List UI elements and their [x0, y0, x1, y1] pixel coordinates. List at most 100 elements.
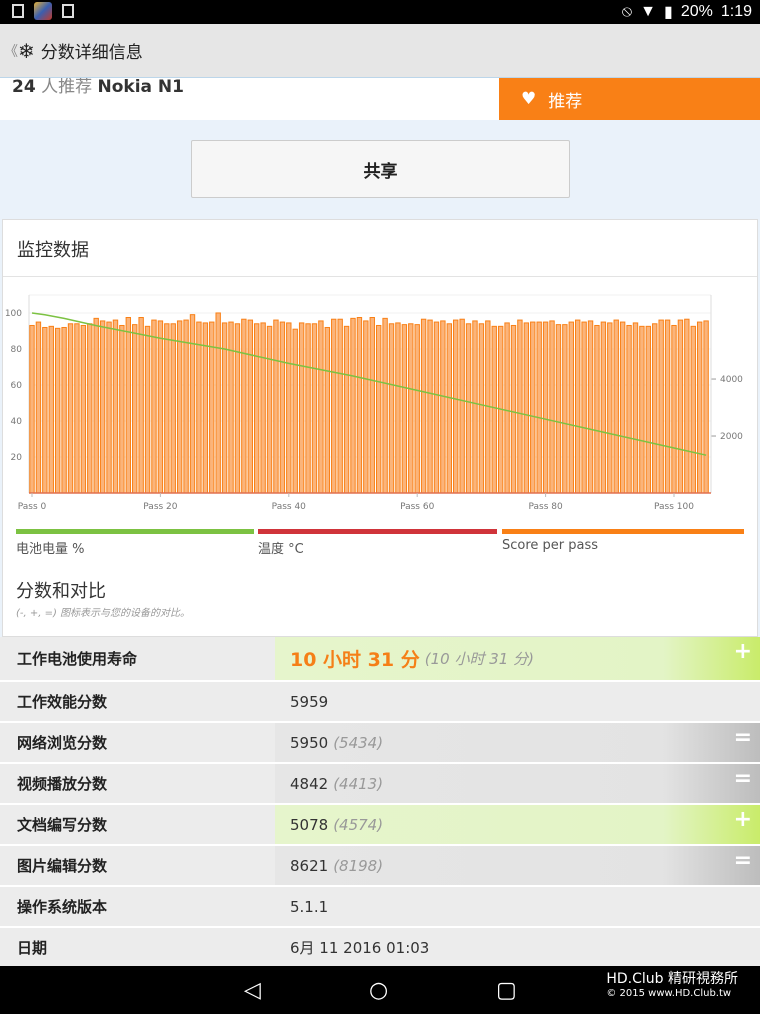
score-bar	[164, 323, 170, 494]
score-bar	[202, 322, 209, 494]
score-bar	[549, 320, 555, 494]
plus-icon: +	[733, 639, 752, 664]
score-bar	[639, 325, 645, 494]
page-title: 分数详细信息	[40, 43, 143, 63]
score-bar	[375, 324, 382, 494]
score-bar	[247, 319, 253, 494]
score-bar	[29, 324, 35, 494]
score-bar	[234, 323, 241, 494]
row-value-cell: 5.1.1	[275, 887, 760, 926]
row-value-cell: 8621 (8198) =	[275, 846, 760, 885]
row-label: 工作电池使用寿命	[17, 650, 138, 668]
row-compare: (5434)	[333, 733, 384, 752]
row-value: 5.1.1	[290, 897, 329, 916]
table-row[interactable]: 文档编写分数 5078 (4574) +	[0, 805, 760, 846]
table-row[interactable]: 操作系统版本 5.1.1	[0, 887, 760, 928]
table-row[interactable]: 工作效能分数 5959	[0, 682, 760, 723]
score-bar	[703, 320, 709, 494]
score-bar	[106, 321, 112, 494]
row-compare: (4413)	[333, 774, 384, 793]
score-bar	[594, 324, 600, 494]
nav-bar: ◁ ○ ▢ HD.Club 精研視務所 © 2015 www.HD.Club.tw	[0, 966, 760, 1014]
share-button[interactable]: 共享	[191, 140, 570, 198]
recommend-text: 人推荐	[41, 77, 93, 97]
score-bar	[401, 324, 408, 494]
row-value-cell: 5950 (5434) =	[275, 723, 760, 762]
score-bar	[581, 321, 587, 494]
snowflake-logo-icon[interactable]: ❄	[18, 38, 35, 63]
score-bar	[626, 324, 632, 494]
score-bar	[363, 320, 369, 494]
back-icon[interactable]: 《	[4, 43, 18, 60]
watermark-line1: HD.Club 精研視務所	[606, 971, 738, 987]
equal-icon: =	[733, 725, 752, 750]
score-bar	[677, 319, 684, 494]
score-bar	[343, 325, 350, 494]
row-label: 操作系统版本	[17, 898, 108, 916]
score-bar	[690, 325, 696, 494]
score-bar	[54, 327, 61, 494]
recommend-row: 24 人推荐 Nokia N1 ♥ 推荐	[0, 77, 760, 120]
score-bar	[112, 319, 119, 494]
score-table: 工作电池使用寿命 10 小时 31 分 (10 小时 31 分) + 工作效能分数 5…	[0, 637, 760, 969]
monitor-chart: 20 40 60 80 100 2000 4000 Pass 0 Pass 20 Pass 40 P…	[5, 294, 743, 512]
score-bar	[440, 320, 446, 494]
score-bar	[414, 324, 420, 494]
row-value: 10 小时 31 分	[290, 649, 420, 671]
recommend-count: 24	[12, 77, 36, 97]
score-bar	[356, 317, 363, 494]
table-row[interactable]: 网络浏览分数 5950 (5434) =	[0, 723, 760, 764]
row-value-cell: 4842 (4413) =	[275, 764, 760, 803]
recommend-button-label: 推荐	[548, 91, 583, 112]
score-bar	[350, 317, 356, 494]
score-bar	[517, 319, 523, 494]
score-bar	[305, 323, 311, 494]
row-label: 视频播放分数	[17, 775, 108, 793]
score-bar	[298, 322, 305, 494]
score-bar	[80, 324, 87, 494]
score-bar	[311, 323, 318, 494]
table-row[interactable]: 工作电池使用寿命 10 小时 31 分 (10 小时 31 分) +	[0, 637, 760, 682]
home-nav-icon[interactable]: ○	[369, 978, 389, 1003]
score-bar	[273, 319, 279, 494]
score-bar	[48, 325, 54, 494]
row-compare: (10 小时 31 分)	[424, 650, 534, 668]
score-bar	[395, 322, 401, 494]
x-tick-label: Pass 60	[400, 502, 435, 512]
app-bar: 《 ❄ 分数详细信息	[0, 24, 760, 78]
row-label: 图片编辑分数	[17, 857, 108, 875]
score-bar	[671, 324, 677, 494]
score-bar	[170, 323, 176, 494]
score-bar	[196, 321, 202, 494]
recents-nav-icon[interactable]: ▢	[496, 978, 517, 1003]
left-tick-label: 80	[11, 345, 23, 355]
table-row[interactable]: 日期 6月 11 2016 01:03	[0, 928, 760, 969]
x-tick-label: Pass 20	[143, 502, 178, 512]
score-bar	[453, 319, 459, 494]
score-bar	[99, 320, 106, 494]
row-value: 4842	[290, 774, 329, 793]
score-bar	[427, 319, 433, 494]
left-tick-label: 60	[11, 381, 23, 391]
recommend-button[interactable]: ♥ 推荐	[499, 78, 760, 120]
table-row[interactable]: 图片编辑分数 8621 (8198) =	[0, 846, 760, 887]
score-bar	[433, 321, 440, 494]
score-bar	[555, 324, 562, 494]
table-row[interactable]: 视频播放分数 4842 (4413) =	[0, 764, 760, 805]
device-name: Nokia N1	[97, 77, 184, 97]
score-bar	[658, 319, 664, 494]
equal-icon: =	[733, 848, 752, 873]
back-nav-icon[interactable]: ◁	[244, 978, 261, 1003]
score-bar	[504, 322, 510, 494]
score-bar	[510, 324, 517, 494]
score-bar	[125, 317, 131, 494]
score-bar	[87, 323, 93, 494]
score-bar	[138, 317, 144, 494]
legend-label: Score per pass	[502, 538, 599, 553]
row-compare: (8198)	[333, 856, 384, 875]
left-tick-label: 20	[11, 453, 23, 463]
score-bar	[465, 323, 472, 494]
gallery-notification-icon	[12, 4, 24, 18]
score-bar	[446, 323, 453, 494]
score-bar	[664, 319, 671, 494]
